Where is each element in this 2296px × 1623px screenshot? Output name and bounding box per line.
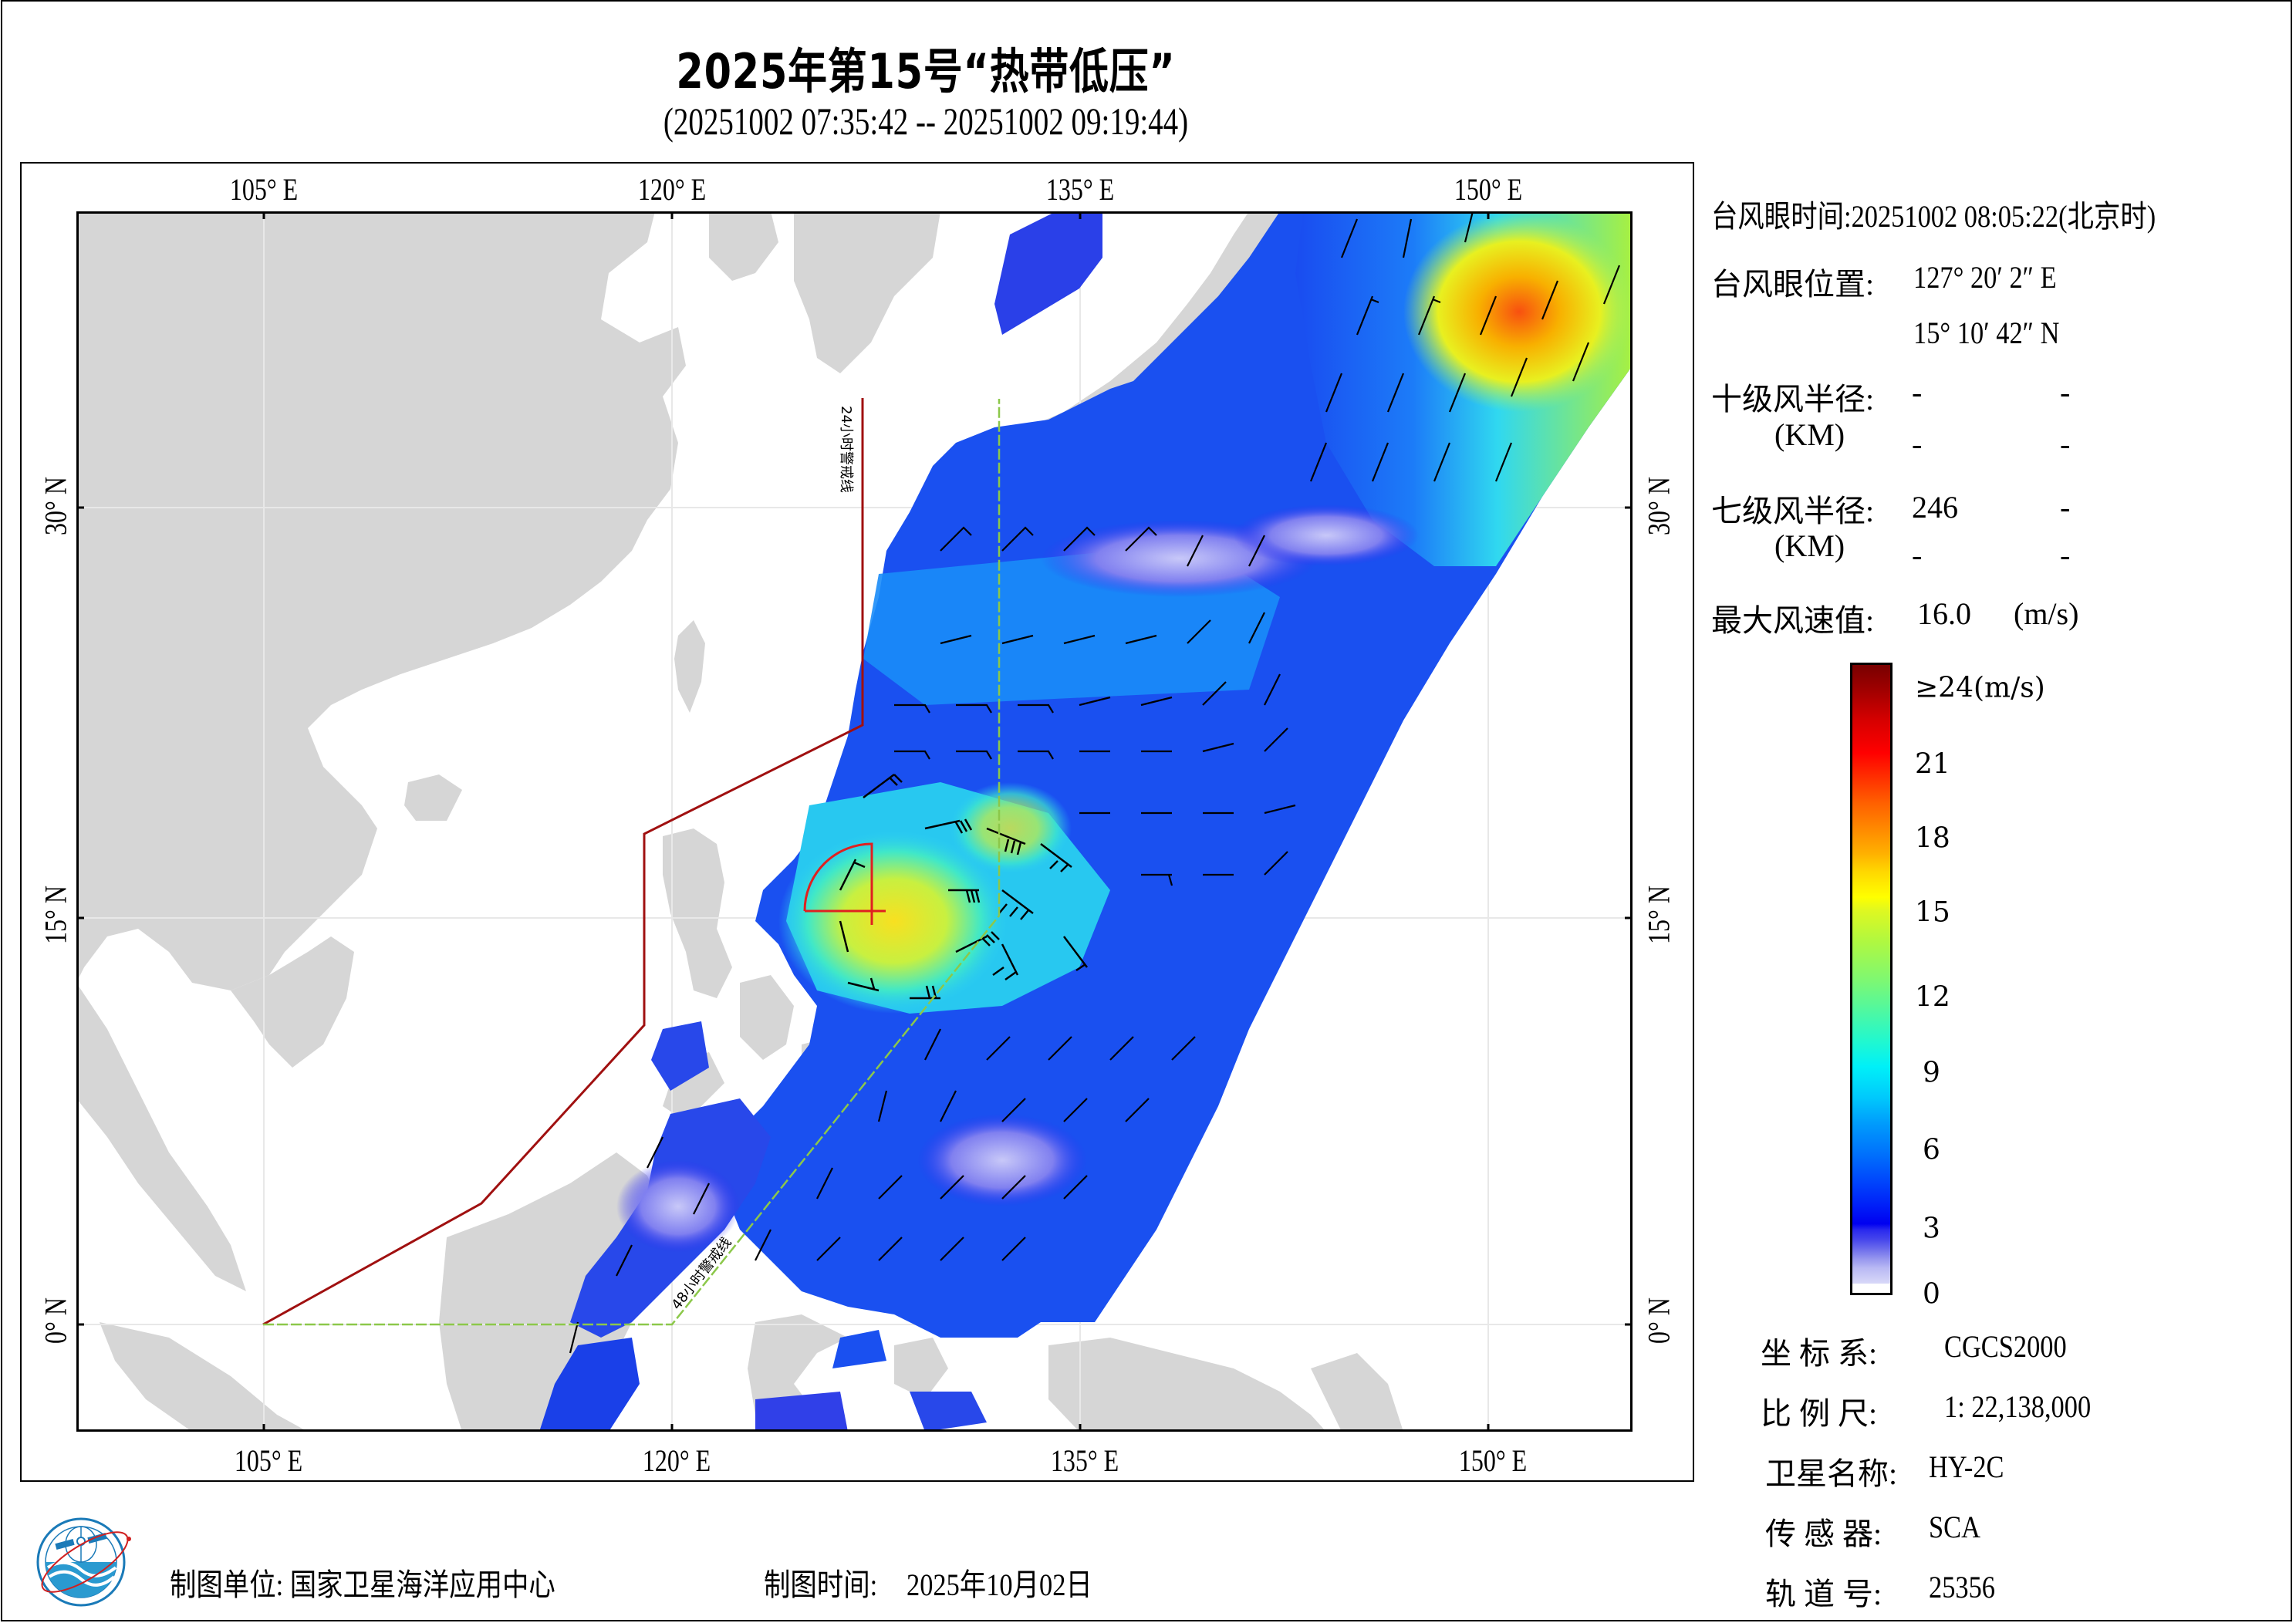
r7-value-nw: - [2060, 538, 2071, 572]
lat-label-left-15: 15° N [38, 886, 73, 944]
orbit-value: 25356 [1929, 1570, 1995, 1604]
lat-label-right-0: 0° N [1641, 1297, 1676, 1344]
r10-unit: (KM) [1774, 417, 1845, 452]
colorbar-tick-6: 6 [1923, 1134, 1940, 1166]
satellite-value: HY-2C [1929, 1449, 2004, 1484]
axis-ticks [76, 211, 1633, 1432]
map-frame [20, 162, 1694, 1482]
production-date-value: 2025年10月02日 [907, 1567, 1092, 1602]
nsoas-logo-icon [31, 1512, 139, 1612]
lon-label-top-105: 105° E [229, 172, 299, 207]
max-wind-unit: (m/s) [2014, 596, 2079, 631]
lon-label-bottom-150: 150° E [1458, 1443, 1528, 1478]
producer-label: 制图单位: [170, 1567, 284, 1602]
sensor-label: 传 感 器: [1765, 1517, 1882, 1551]
eye-position-label: 台风眼位置: [1711, 267, 1875, 302]
typhoon-eye-marker[interactable] [803, 842, 886, 925]
lat-label-left-0: 0° N [38, 1297, 73, 1344]
lon-label-bottom-105: 105° E [234, 1443, 303, 1478]
max-wind-label: 最大风速值: [1711, 603, 1875, 638]
wind-field-map[interactable]: 24小时警戒线 48小时警戒线 [76, 211, 1633, 1432]
orbit-label: 轨 道 号: [1765, 1577, 1882, 1611]
production-date-row: 制图时间: 2025年10月02日 [764, 1560, 1092, 1604]
eye-time-label: 台风眼时间: [1711, 199, 1852, 234]
colorbar-tick-21: 21 [1915, 748, 1950, 781]
colorbar-tick-12: 12 [1915, 981, 1950, 1014]
wind-speed-colorbar [1850, 663, 1893, 1295]
r7-value-ne: 246 [1912, 490, 1958, 525]
lon-label-top-120: 120° E [637, 172, 707, 207]
lat-label-right-30: 30° N [1641, 477, 1676, 535]
r10-value-sw: - [1912, 427, 1923, 461]
colorbar-tick-3: 3 [1923, 1213, 1940, 1245]
wind-swath [539, 211, 1633, 1432]
sensor-value: SCA [1929, 1510, 1980, 1544]
colorbar-tick-0: 0 [1923, 1278, 1940, 1311]
colorbar-tick-9: 9 [1923, 1057, 1940, 1089]
max-wind-value: 16.0 [1917, 596, 1971, 631]
wind-barbs [839, 774, 1088, 1000]
lon-label-bottom-135: 135° E [1050, 1443, 1119, 1478]
eye-latitude: 15° 10′ 42″ N [1913, 315, 2060, 350]
crs-label: 坐 标 系: [1761, 1336, 1878, 1371]
colorbar-tick-24: ≥24(m/s) [1915, 672, 2045, 704]
warning-line-48h [263, 399, 1001, 1326]
r7-value-se: - [2060, 490, 2071, 525]
warning-line-24h [262, 398, 864, 1326]
page-title: 2025年第15号“热带低压” [676, 43, 1176, 100]
scale-label: 比 例 尺: [1761, 1396, 1878, 1431]
warning-line-24h-label: 24小时警戒线 [838, 406, 854, 493]
lat-label-left-30: 30° N [38, 477, 73, 535]
plot-border [76, 211, 1633, 1432]
lon-label-bottom-120: 120° E [642, 1443, 711, 1478]
producer-value: 国家卫星海洋应用中心 [289, 1567, 555, 1602]
lon-label-top-150: 150° E [1454, 172, 1523, 207]
r7-unit: (KM) [1774, 528, 1845, 563]
colorbar-tick-18: 18 [1915, 822, 1950, 855]
r7-label: 七级风半径: [1711, 494, 1875, 528]
lon-label-top-135: 135° E [1045, 172, 1115, 207]
production-date-label: 制图时间: [764, 1567, 878, 1602]
scale-value: 1: 22,138,000 [1944, 1389, 2092, 1424]
r10-value-ne: - [1912, 375, 1923, 410]
lat-label-right-15: 15° N [1641, 886, 1676, 944]
satellite-label: 卫星名称: [1765, 1456, 1898, 1491]
r10-value-se: - [2060, 375, 2071, 410]
eye-time-row: 台风眼时间:20251002 08:05:22(北京时) [1711, 191, 2156, 236]
r10-label: 十级风半径: [1711, 382, 1875, 417]
eye-longitude: 127° 20′ 2″ E [1913, 260, 2057, 295]
observation-time-range: (20251002 07:35:42 -- 20251002 09:19:44) [663, 100, 1189, 143]
r10-value-nw: - [2060, 427, 2071, 461]
eye-time-value: 20251002 08:05:22(北京时) [1851, 199, 2156, 234]
wind-barbs-field [569, 211, 1621, 1354]
producer-row: 制图单位: 国家卫星海洋应用中心 [170, 1560, 555, 1604]
crs-value: CGCS2000 [1944, 1329, 2067, 1364]
r7-value-sw: - [1912, 538, 1923, 572]
colorbar-tick-15: 15 [1915, 896, 1950, 929]
